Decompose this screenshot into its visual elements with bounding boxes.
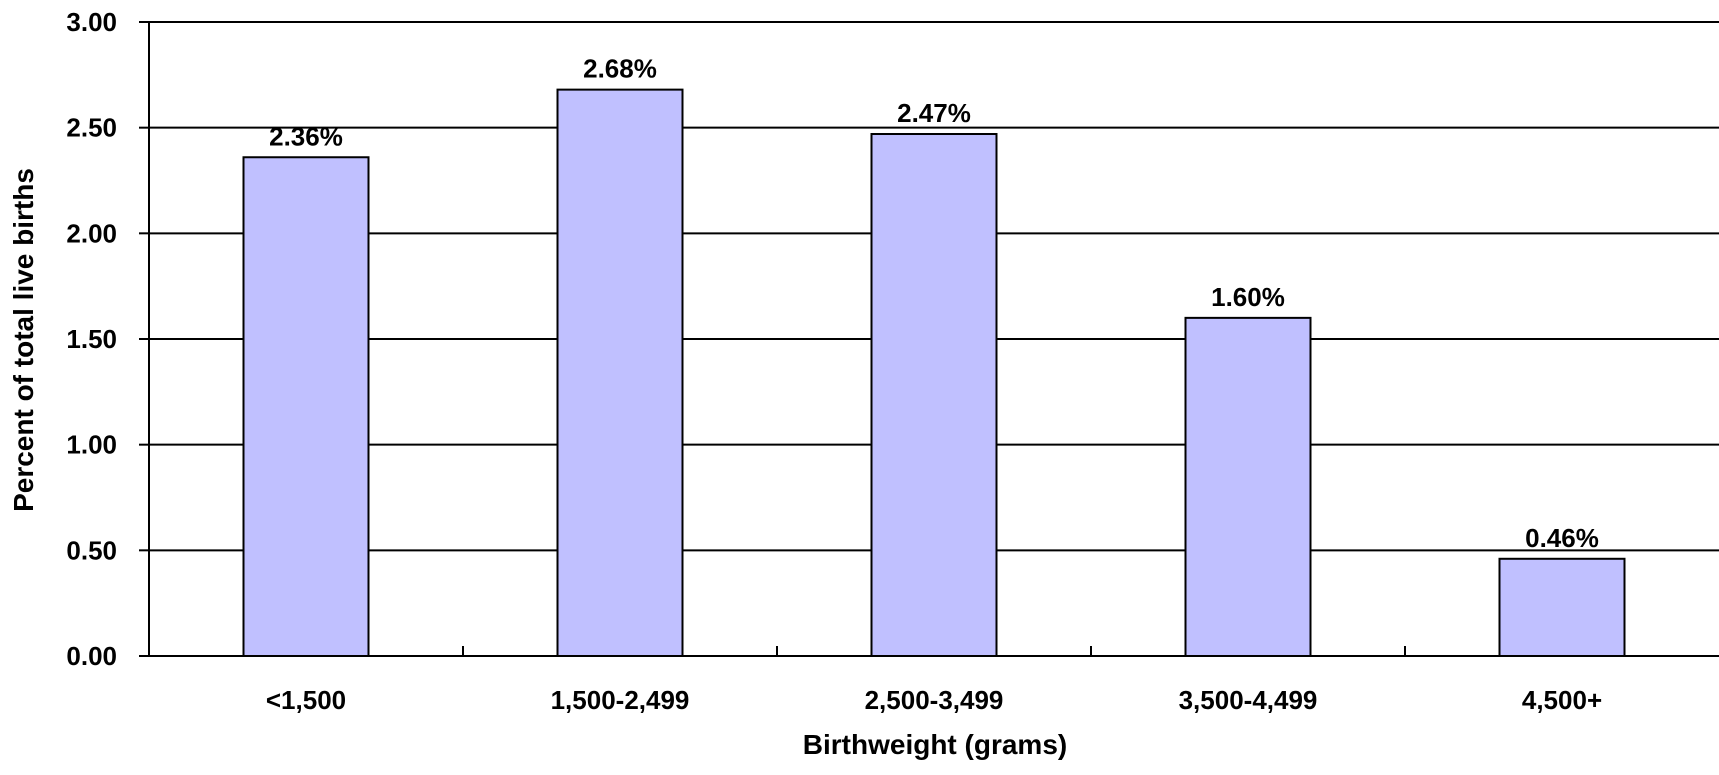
data-label: 0.46%: [1525, 523, 1599, 553]
y-tick-label: 2.50: [66, 113, 117, 143]
bar: [556, 88, 684, 658]
data-label: 2.47%: [897, 98, 971, 128]
x-tick-label: 3,500-4,499: [1179, 685, 1318, 715]
bar: [1184, 316, 1312, 657]
x-tick-label: <1,500: [266, 685, 346, 715]
axes: [139, 21, 1719, 657]
data-label: 2.36%: [269, 121, 343, 151]
y-tick-label: 1.00: [66, 430, 117, 460]
x-tick-label: 1,500-2,499: [551, 685, 690, 715]
x-tick-label: 4,500+: [1522, 685, 1602, 715]
y-tick-label: 0.50: [66, 535, 117, 565]
x-axis-label: Birthweight (grams): [803, 729, 1067, 760]
bar: [870, 133, 998, 658]
bars: [242, 88, 1626, 658]
y-tick-label: 2.00: [66, 218, 117, 248]
y-tick-label: 0.00: [66, 641, 117, 671]
y-axis-label: Percent of total live births: [8, 168, 39, 512]
bar: [242, 156, 370, 657]
data-label: 2.68%: [583, 54, 657, 84]
labels: 0.00 0.50 1.00 1.50 2.00 2.50 3.00 2.36% <1,500 2…: [66, 7, 1602, 715]
y-tick-label: 1.50: [66, 324, 117, 354]
bar: [1498, 557, 1626, 658]
y-tick-label: 3.00: [66, 7, 117, 37]
data-label: 1.60%: [1211, 282, 1285, 312]
x-tick-label: 2,500-3,499: [865, 685, 1004, 715]
